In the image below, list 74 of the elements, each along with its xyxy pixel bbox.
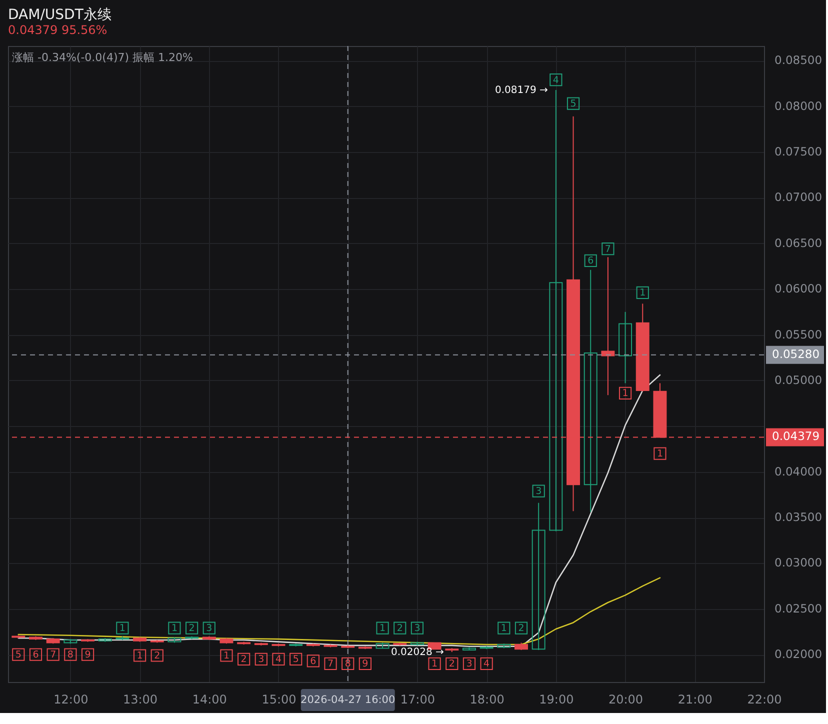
- annotation: 2: [240, 654, 247, 666]
- annotation: 1: [119, 623, 126, 634]
- annotation: 2: [448, 658, 455, 670]
- chart-subtitle: 0.04379 95.56%: [8, 23, 108, 37]
- annotation: 7: [50, 650, 56, 661]
- y-tick-label: 0.05500: [774, 327, 822, 342]
- x-tick-label: 14:00: [192, 692, 227, 706]
- y-tick-label: 0.06500: [774, 236, 822, 250]
- x-tick-label: 12:00: [54, 692, 88, 706]
- annotation: 1: [136, 650, 143, 662]
- annotation: 1: [656, 448, 663, 460]
- candlestick: [584, 269, 598, 513]
- annotation: 2: [154, 650, 160, 662]
- annotation: 1: [432, 658, 438, 670]
- annotation: 3: [466, 658, 472, 670]
- ref-line-label: 0.04379: [772, 429, 820, 444]
- annotation: 4: [484, 658, 490, 670]
- y-tick-label: 0.08500: [774, 53, 822, 68]
- annotation: 1: [622, 388, 628, 400]
- x-tick-label: 21:00: [678, 692, 712, 706]
- x-tick-label: 22:00: [747, 692, 782, 706]
- candlestick: [532, 502, 546, 651]
- y-tick-label: 0.02000: [774, 647, 822, 662]
- line-series: [18, 577, 661, 646]
- candlestick: [618, 311, 632, 384]
- annotation: 7: [327, 658, 334, 670]
- x-tick-label: 17:00: [400, 692, 436, 706]
- ref-line-label: 2026-04-27 16:00: [300, 694, 396, 706]
- y-tick-label: 0.04000: [774, 464, 822, 478]
- annotation: 2: [518, 623, 524, 634]
- annotation: 6: [588, 256, 594, 267]
- annotation: 6: [32, 650, 39, 661]
- y-tick-label: 0.02500: [774, 601, 822, 616]
- annotation: 5: [570, 98, 576, 110]
- annotation: 4: [275, 654, 282, 666]
- y-tick-label: 0.03500: [774, 510, 822, 524]
- annotation: 0.08179 →: [495, 84, 548, 96]
- annotation: 1: [380, 623, 386, 634]
- annotation: 5: [292, 654, 299, 666]
- annotation: 3: [258, 654, 264, 666]
- x-tick-label: 20:00: [608, 692, 644, 706]
- annotation: 1: [500, 623, 507, 634]
- annotation: 5: [15, 650, 22, 661]
- y-tick-label: 0.07500: [774, 144, 822, 158]
- y-tick-label: 0.03000: [774, 556, 822, 570]
- candlestick: [601, 256, 615, 396]
- chart-title: DAM/USDT永续: [8, 7, 112, 23]
- x-tick-label: 13:00: [122, 692, 158, 706]
- annotation: 9: [84, 650, 91, 661]
- annotation: 6: [310, 656, 316, 667]
- annotation: 7: [604, 244, 611, 255]
- annotation: 2: [396, 623, 403, 634]
- annotation: 9: [362, 658, 368, 670]
- annotation: 8: [67, 650, 74, 661]
- line-series: [18, 374, 661, 648]
- annotation: 1: [171, 623, 178, 634]
- annotation: 3: [206, 623, 212, 634]
- y-tick-label: 0.08000: [774, 98, 822, 113]
- annotation: 3: [414, 623, 420, 634]
- x-tick-label: 15:00: [262, 692, 296, 706]
- annotation: 4: [552, 74, 559, 86]
- annotation: 2: [188, 623, 195, 634]
- annotation: 1: [640, 288, 646, 299]
- ref-line-label: 0.05280: [772, 346, 820, 361]
- y-tick-label: 0.06000: [774, 282, 822, 296]
- annotation: 8: [344, 658, 351, 670]
- annotation: 涨幅 -0.34%(-0.0(4)7) 振幅 1.20%: [12, 51, 193, 64]
- annotation: 0.02028 →: [390, 647, 444, 658]
- x-tick-label: 18:00: [470, 692, 504, 706]
- y-tick-label: 0.05000: [774, 372, 822, 387]
- y-tick-label: 0.07000: [774, 190, 822, 204]
- annotation: 3: [536, 486, 542, 498]
- annotation: 1: [223, 650, 230, 662]
- x-tick-label: 19:00: [539, 692, 574, 706]
